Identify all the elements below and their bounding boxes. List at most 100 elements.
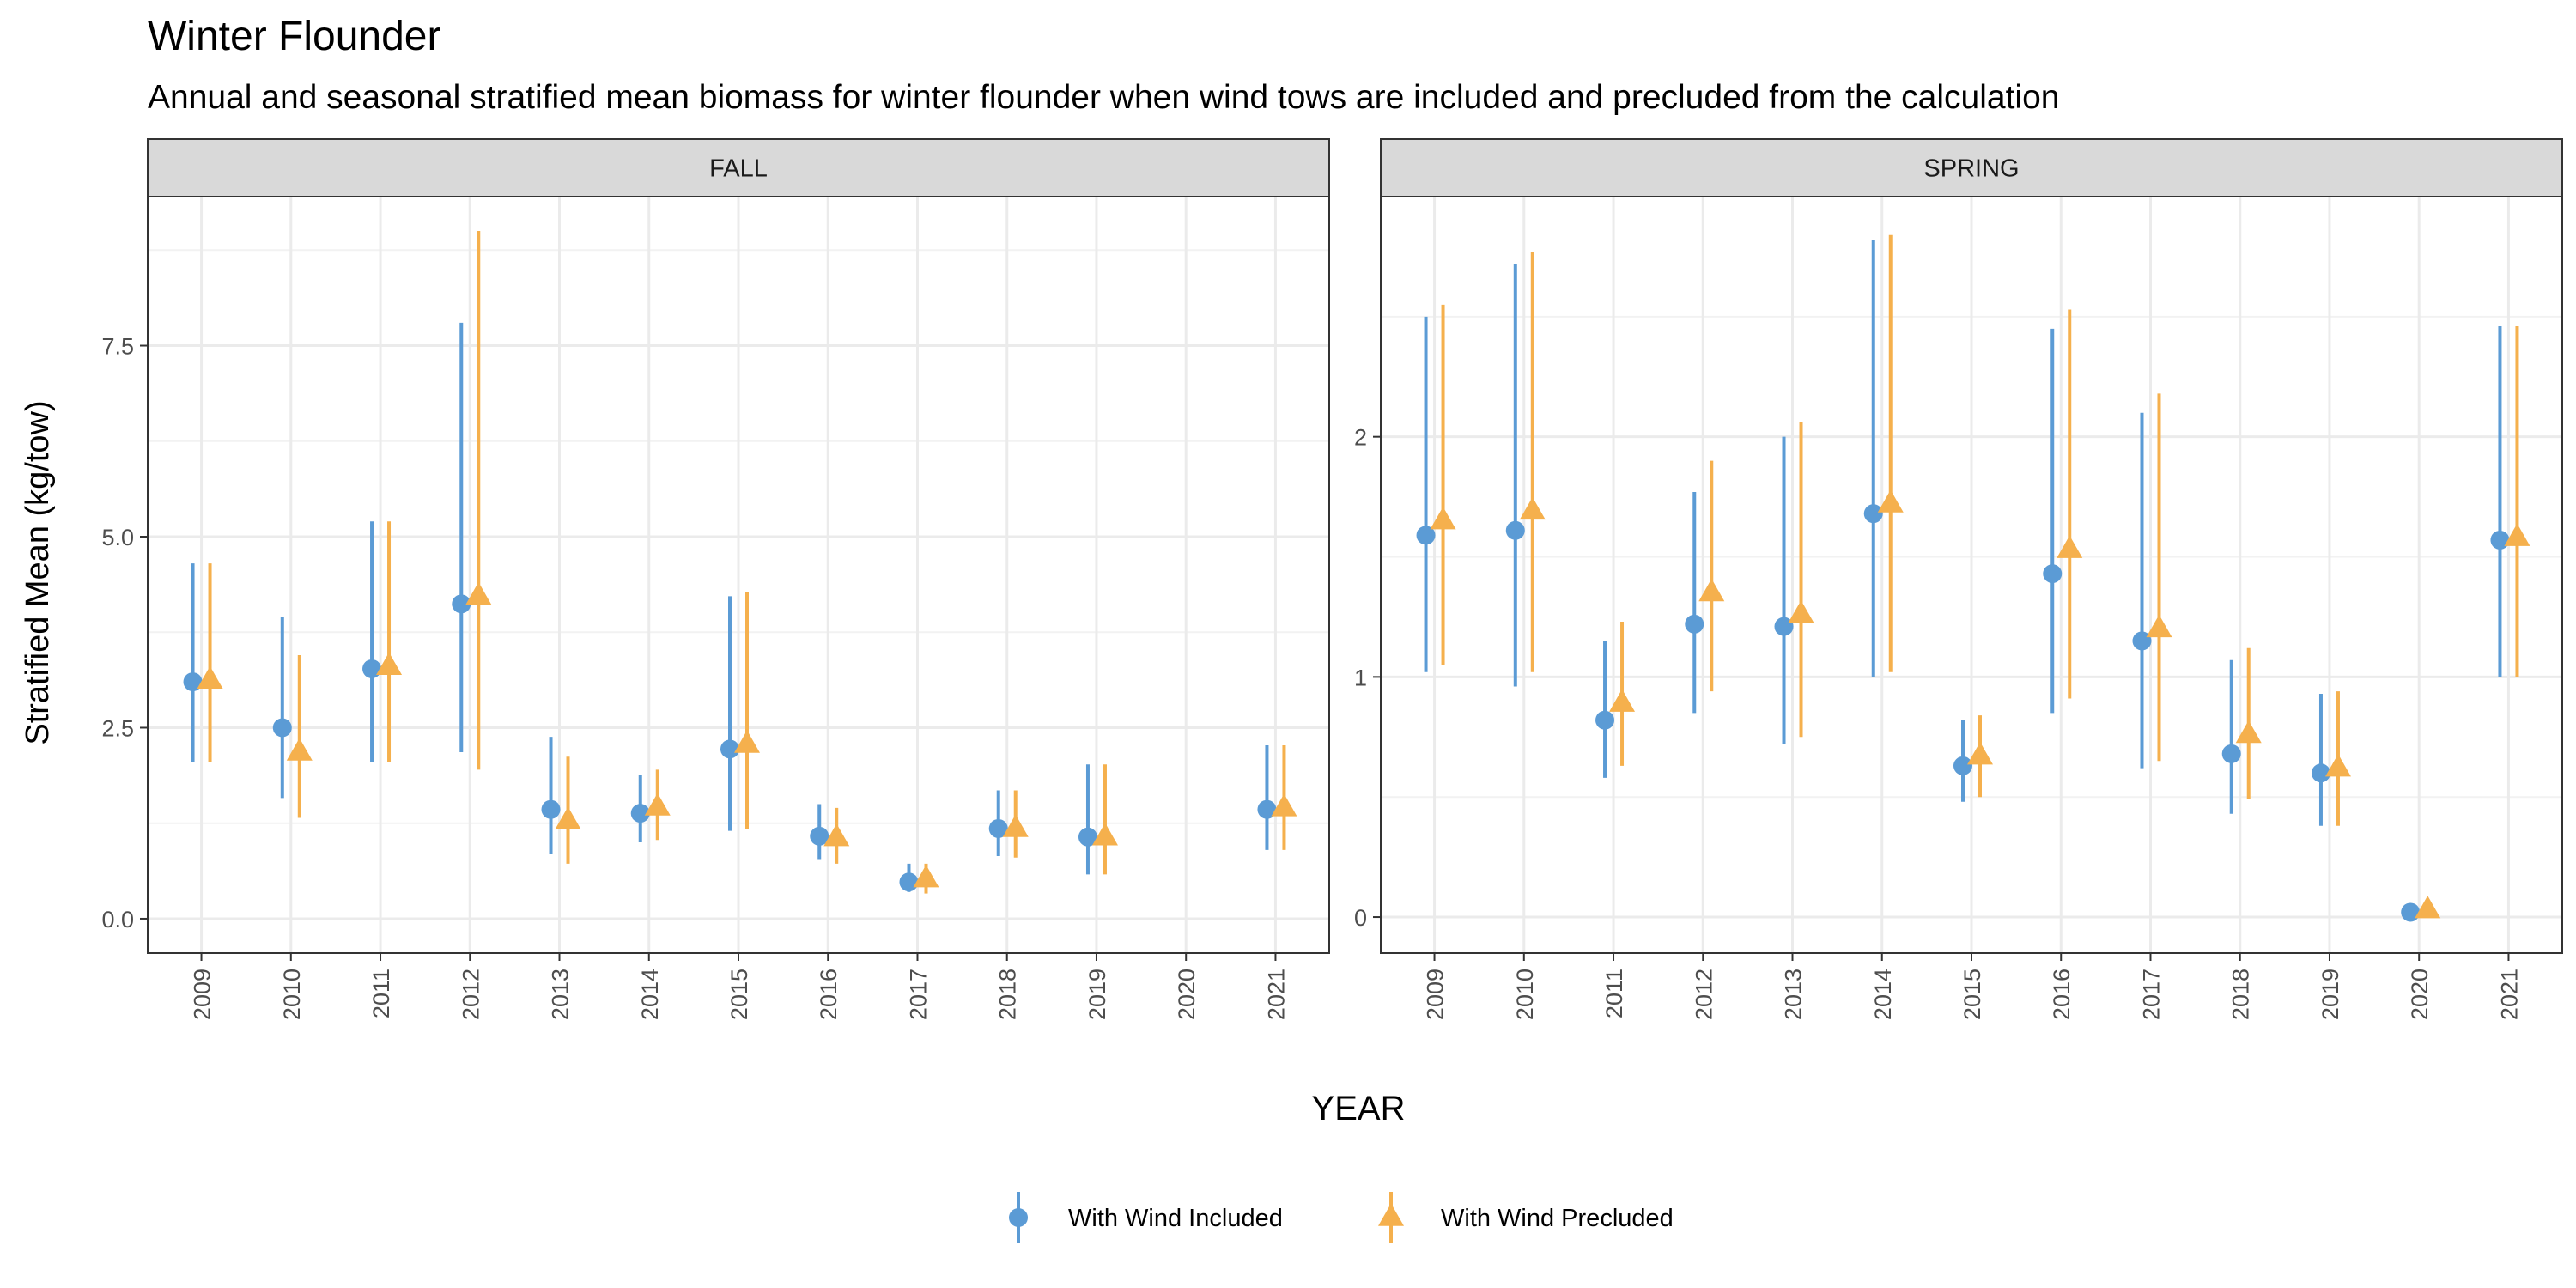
facet-strip xyxy=(147,138,1330,197)
data-point xyxy=(1774,617,1794,636)
y-tick-label: 0.0 xyxy=(101,907,134,933)
data-point xyxy=(720,739,739,759)
y-axis-label: Stratified Mean (kg/tow) xyxy=(20,400,56,744)
data-point xyxy=(1863,504,1883,524)
data-point xyxy=(1091,823,1118,846)
data-point xyxy=(2043,564,2063,584)
data-point xyxy=(988,818,1008,838)
chart-title: Winter Flounder xyxy=(148,14,440,59)
data-point xyxy=(541,799,561,819)
data-point xyxy=(2324,754,2351,777)
y-tick-label: 2.5 xyxy=(101,715,134,741)
facet-panels: FALL 0.0 2.5 5.0 7.5 2009 2010 2011 2012 2013 2014… xyxy=(101,138,2563,1020)
data-point xyxy=(1505,520,1525,540)
data-point xyxy=(1519,496,1546,520)
data-point xyxy=(1595,710,1615,730)
data-point xyxy=(197,665,223,690)
data-point xyxy=(2504,523,2530,546)
x-tick-label: 2012 xyxy=(458,969,483,1020)
x-tick-label: 2018 xyxy=(2228,969,2254,1020)
data-point xyxy=(362,659,382,678)
facet-strip-label: FALL xyxy=(709,155,768,183)
data-point xyxy=(2415,896,2441,919)
y-tick-label: 0 xyxy=(1354,905,1367,931)
x-tick-label: 2014 xyxy=(637,969,663,1020)
data-point xyxy=(823,823,850,847)
legend-key xyxy=(1378,1192,1404,1243)
data-point xyxy=(2132,631,2152,651)
data-point xyxy=(1788,600,1814,623)
legend-label: With Wind Precluded xyxy=(1441,1205,1674,1232)
x-tick-label: 2014 xyxy=(1870,969,1896,1020)
y-tick-label: 5.0 xyxy=(101,525,134,550)
data-point xyxy=(2235,720,2262,744)
panel-spring: SPRING 0 1 2 2009 2010 2011 2012 2013 2014 2015 201… xyxy=(1354,138,2563,1020)
x-tick-label: 2015 xyxy=(1959,969,1985,1020)
facet-strip-label: SPRING xyxy=(1923,155,2019,183)
data-point xyxy=(1416,526,1436,545)
x-tick-label: 2011 xyxy=(1601,969,1627,1018)
y-tick-label: 7.5 xyxy=(101,334,134,360)
legend-key-circle xyxy=(1009,1208,1028,1227)
y-tick-label: 1 xyxy=(1354,665,1367,690)
x-tick-label: 2009 xyxy=(190,969,216,1020)
data-point xyxy=(1877,489,1904,513)
x-tick-label: 2017 xyxy=(2138,969,2164,1020)
x-tick-label: 2013 xyxy=(548,969,574,1020)
data-point xyxy=(555,806,581,829)
data-point xyxy=(1967,742,1993,765)
legend-label: With Wind Included xyxy=(1068,1205,1283,1232)
data-point xyxy=(2490,530,2510,550)
data-point xyxy=(734,730,760,753)
x-tick-label: 2018 xyxy=(995,969,1021,1020)
data-point xyxy=(2146,614,2172,638)
data-point xyxy=(286,738,313,761)
data-point xyxy=(2401,902,2421,922)
x-tick-label: 2019 xyxy=(2318,969,2343,1020)
data-point xyxy=(1953,756,1972,775)
data-point xyxy=(913,865,939,888)
x-tick-label: 2010 xyxy=(1512,969,1538,1020)
panel-fall: FALL 0.0 2.5 5.0 7.5 2009 2010 2011 2012 2013 2014… xyxy=(101,138,1330,1020)
x-tick-label: 2021 xyxy=(1263,969,1289,1020)
data-point xyxy=(1698,578,1725,602)
data-point xyxy=(1685,614,1704,634)
legend-key xyxy=(1009,1192,1028,1243)
data-point xyxy=(452,594,471,614)
data-point xyxy=(183,672,203,692)
data-point xyxy=(1271,793,1297,817)
x-tick-label: 2013 xyxy=(1781,969,1807,1020)
data-point xyxy=(1430,507,1456,530)
data-point xyxy=(644,793,671,816)
data-point xyxy=(630,804,650,823)
x-tick-label: 2011 xyxy=(368,969,394,1018)
x-tick-label: 2020 xyxy=(2407,969,2433,1020)
data-point xyxy=(2311,763,2330,783)
facet-strip xyxy=(1380,138,2563,197)
x-tick-label: 2021 xyxy=(2496,969,2522,1020)
data-point xyxy=(1609,689,1636,712)
data-point xyxy=(1257,799,1277,819)
legend-key-triangle xyxy=(1378,1203,1404,1226)
x-tick-label: 2015 xyxy=(726,969,752,1020)
x-tick-label: 2019 xyxy=(1084,969,1110,1020)
data-point xyxy=(1078,827,1097,847)
data-point xyxy=(810,826,829,846)
x-tick-label: 2009 xyxy=(1423,969,1449,1020)
legend: With Wind Included With Wind Precluded xyxy=(1009,1192,1674,1243)
x-tick-label: 2020 xyxy=(1174,969,1200,1020)
x-tick-label: 2016 xyxy=(816,969,841,1020)
chart-subtitle: Annual and seasonal stratified mean biom… xyxy=(148,79,2059,116)
data-point xyxy=(1002,814,1029,837)
x-tick-label: 2012 xyxy=(1691,969,1716,1020)
data-point xyxy=(2221,744,2241,763)
data-point xyxy=(376,652,403,676)
data-point xyxy=(272,718,292,738)
x-tick-label: 2016 xyxy=(2049,969,2075,1020)
y-tick-label: 2 xyxy=(1354,425,1367,451)
data-point xyxy=(899,872,919,892)
x-axis-label: YEAR xyxy=(1312,1090,1406,1127)
data-point xyxy=(2057,535,2083,558)
x-tick-label: 2017 xyxy=(905,969,931,1020)
